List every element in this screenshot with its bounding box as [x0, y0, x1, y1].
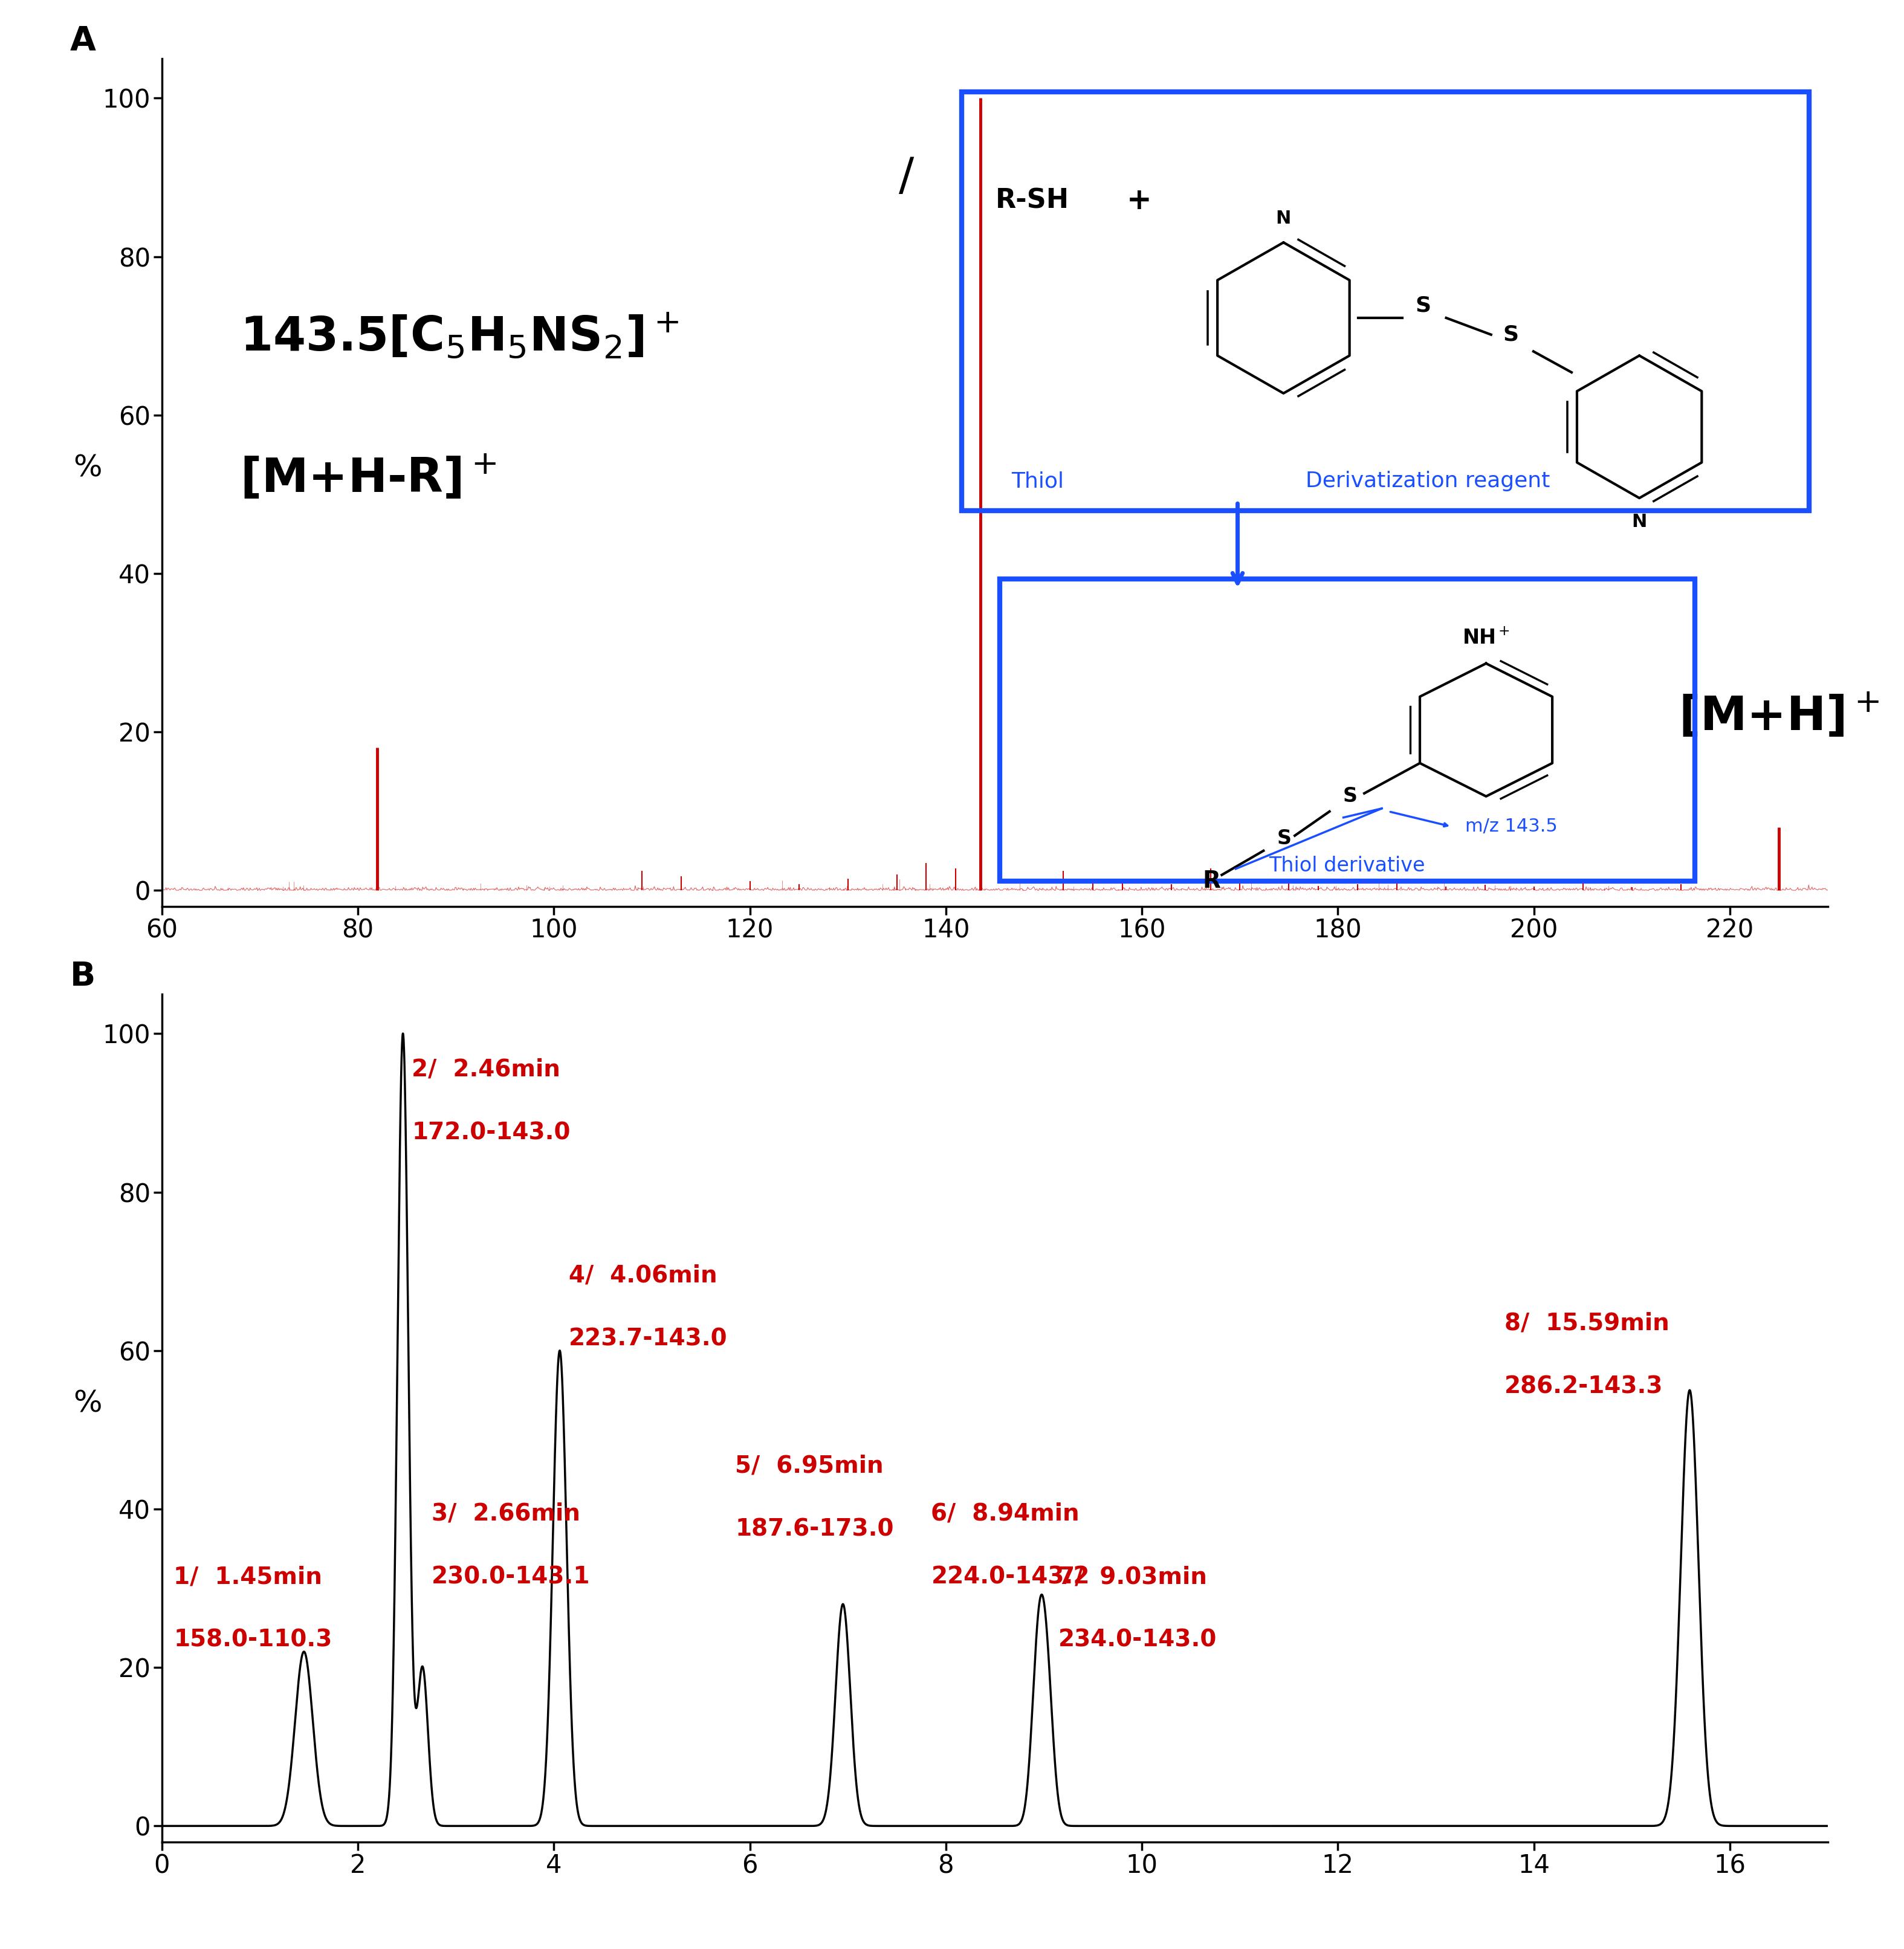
Text: 8/  15.59min: 8/ 15.59min — [1504, 1312, 1670, 1335]
Text: R-SH: R-SH — [996, 187, 1070, 214]
Text: 4/  4.06min: 4/ 4.06min — [569, 1265, 718, 1286]
Text: 2/  2.46min: 2/ 2.46min — [411, 1058, 560, 1082]
Text: 172.0-143.0: 172.0-143.0 — [411, 1121, 571, 1144]
Text: m/z 143.5: m/z 143.5 — [1466, 819, 1557, 836]
Text: S: S — [1278, 828, 1291, 848]
Text: S: S — [1415, 294, 1432, 316]
Text: 187.6-173.0: 187.6-173.0 — [735, 1518, 893, 1542]
Text: 234.0-143.0: 234.0-143.0 — [1059, 1629, 1217, 1651]
Text: Thiol derivative: Thiol derivative — [1268, 856, 1426, 875]
Text: /: / — [899, 156, 914, 199]
Text: 158.0-110.3: 158.0-110.3 — [173, 1629, 331, 1651]
Text: N: N — [1276, 210, 1291, 228]
Y-axis label: %: % — [72, 1390, 101, 1419]
Text: S: S — [1342, 785, 1358, 807]
Text: NH$^+$: NH$^+$ — [1462, 628, 1510, 649]
Text: 1/  1.45min: 1/ 1.45min — [173, 1565, 322, 1588]
Text: +: + — [1127, 185, 1152, 214]
Text: 143.5[C$_5$H$_5$NS$_2$]$^+$: 143.5[C$_5$H$_5$NS$_2$]$^+$ — [240, 312, 680, 361]
Text: 7/  9.03min: 7/ 9.03min — [1059, 1565, 1207, 1588]
Text: [M+H-R]$^+$: [M+H-R]$^+$ — [240, 454, 497, 503]
Text: S: S — [1502, 324, 1519, 345]
Text: R: R — [1201, 869, 1220, 893]
Y-axis label: %: % — [72, 454, 101, 481]
Text: 3/  2.66min: 3/ 2.66min — [432, 1503, 581, 1524]
Text: 224.0-143.2: 224.0-143.2 — [931, 1565, 1089, 1588]
Text: B: B — [70, 961, 95, 992]
Text: 5/  6.95min: 5/ 6.95min — [735, 1454, 883, 1477]
Text: 6/  8.94min: 6/ 8.94min — [931, 1503, 1080, 1524]
Text: Derivatization reagent: Derivatization reagent — [1306, 472, 1550, 491]
Text: 286.2-143.3: 286.2-143.3 — [1504, 1376, 1662, 1397]
Text: N: N — [1632, 513, 1647, 530]
Text: 230.0-143.1: 230.0-143.1 — [432, 1565, 590, 1588]
Text: 223.7-143.0: 223.7-143.0 — [569, 1327, 727, 1351]
Text: [M+H]$^+$: [M+H]$^+$ — [1679, 692, 1879, 741]
Text: A: A — [70, 25, 97, 57]
Text: Thiol: Thiol — [1011, 472, 1064, 491]
